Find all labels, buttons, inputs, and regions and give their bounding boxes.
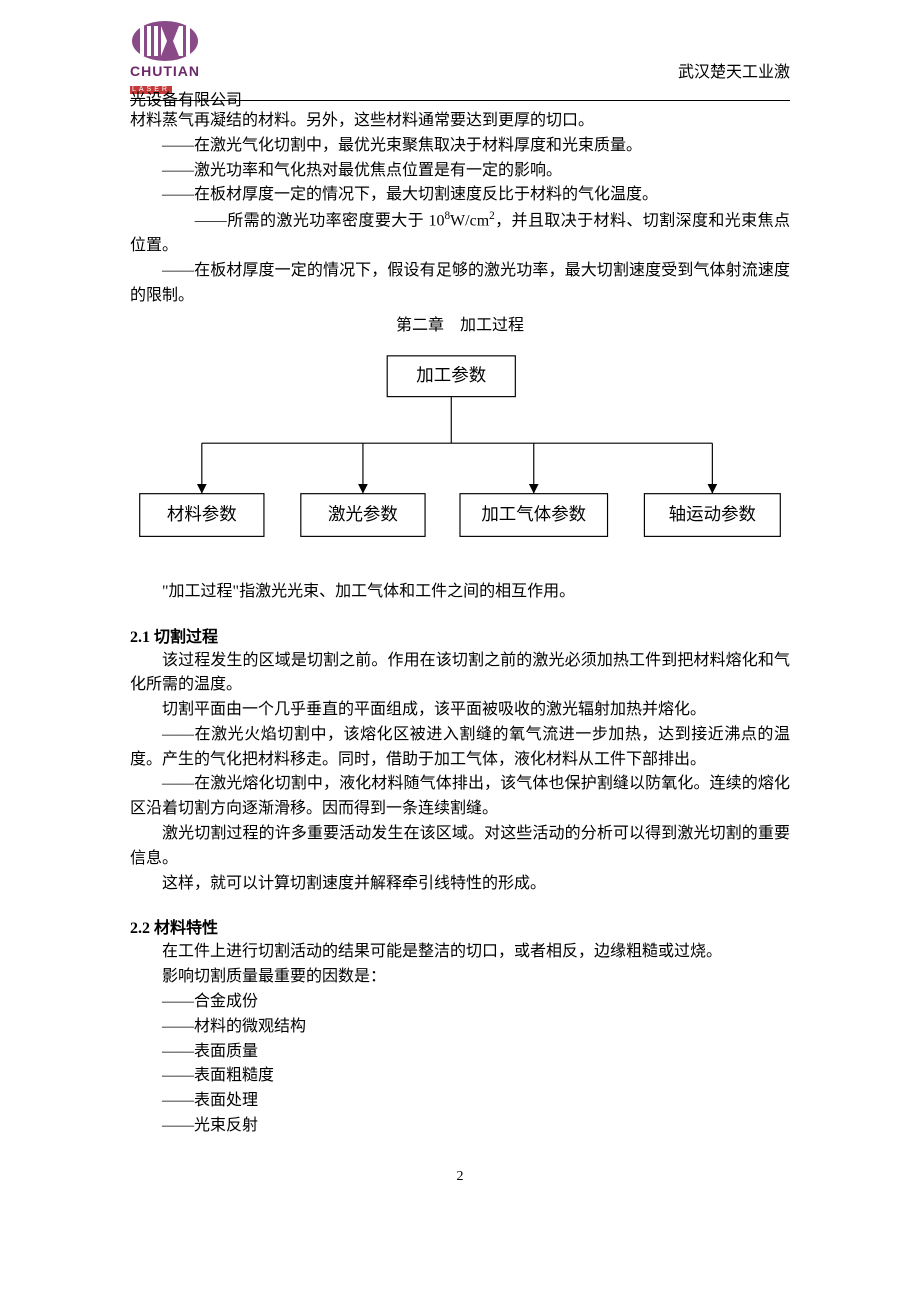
section-2-2-heading: 2.2 材料特性 [130, 914, 790, 938]
section-num: 2.2 [130, 920, 150, 937]
svg-text:轴运动参数: 轴运动参数 [669, 504, 756, 524]
s22-p7: ——光束反射 [130, 1114, 790, 1139]
chapter-title: 第二章 加工过程 [130, 311, 790, 335]
s22-p0: 在工件上进行切割活动的结果可能是整洁的切口，或者相反，边缘粗糙或过烧。 [130, 940, 790, 965]
after-diagram-text: "加工过程"指激光光束、加工气体和工件之间的相互作用。 [130, 580, 790, 605]
intro-line-4: ——所需的激光功率密度要大于 108W/cm2，并且取决于材料、切割深度和光束焦… [130, 208, 790, 259]
logo-block: CHUTIAN LASER [130, 20, 200, 96]
logo-brand-text: CHUTIAN [130, 64, 200, 78]
s22-p5: ——表面粗糙度 [130, 1064, 790, 1089]
intro-line-2: ——激光功率和气化热对最优焦点位置是有一定的影响。 [130, 159, 790, 184]
s22-p4: ——表面质量 [130, 1040, 790, 1065]
header-right-text: 武汉楚天工业激 [678, 58, 790, 82]
s21-p5: 这样，就可以计算切割速度并解释牵引线特性的形成。 [130, 872, 790, 897]
section-2-1-heading: 2.1 切割过程 [130, 623, 790, 647]
intro-line-5: ——在板材厚度一定的情况下，假设有足够的激光功率，最大切割速度受到气体射流速度的… [130, 259, 790, 309]
s21-p4: 激光切割过程的许多重要活动发生在该区域。对这些活动的分析可以得到激光切割的重要信… [130, 822, 790, 872]
s22-p6: ——表面处理 [130, 1089, 790, 1114]
s22-p2: ——合金成份 [130, 990, 790, 1015]
s22-p1: 影响切割质量最重要的因数是： [130, 965, 790, 990]
svg-text:激光参数: 激光参数 [328, 504, 398, 524]
svg-text:加工参数: 加工参数 [416, 365, 486, 385]
logo-icon [130, 20, 200, 62]
page-header: CHUTIAN LASER 武汉楚天工业激 光设备有限公司 [130, 20, 790, 101]
svg-text:材料参数: 材料参数 [167, 504, 237, 524]
section-num: 2.1 [130, 629, 150, 646]
section-title: 切割过程 [154, 629, 218, 646]
company-tail-text: 光设备有限公司 [130, 86, 242, 110]
s21-p3: ——在激光熔化切割中，液化材料随气体排出，该气体也保护割缝以防氧化。连续的熔化区… [130, 772, 790, 822]
intro-line-3: ——在板材厚度一定的情况下，最大切割速度反比于材料的气化温度。 [130, 183, 790, 208]
s21-p2: ——在激光火焰切割中，该熔化区被进入割缝的氧气流进一步加热，达到接近沸点的温度。… [130, 723, 790, 773]
s21-p1: 切割平面由一个几乎垂直的平面组成，该平面被吸收的激光辐射加热并熔化。 [130, 698, 790, 723]
svg-text:加工气体参数: 加工气体参数 [481, 504, 586, 524]
s22-p3: ——材料的微观结构 [130, 1015, 790, 1040]
hierarchy-diagram: 加工参数材料参数 激光参数 加工气体参数 轴运动参数 [130, 345, 790, 560]
page-number: 2 [130, 1169, 790, 1185]
page-container: CHUTIAN LASER 武汉楚天工业激 光设备有限公司 材料蒸气再凝结的材料… [0, 0, 920, 1302]
diagram-svg: 加工参数材料参数 激光参数 加工气体参数 轴运动参数 [130, 345, 790, 555]
s21-p0: 该过程发生的区域是切割之前。作用在该切割之前的激光必须加热工件到把材料熔化和气化… [130, 649, 790, 699]
intro-line-1: ——在激光气化切割中，最优光束聚焦取决于材料厚度和光束质量。 [130, 134, 790, 159]
intro-line-0: 材料蒸气再凝结的材料。另外，这些材料通常要达到更厚的切口。 [130, 109, 790, 134]
section-title: 材料特性 [154, 920, 218, 937]
